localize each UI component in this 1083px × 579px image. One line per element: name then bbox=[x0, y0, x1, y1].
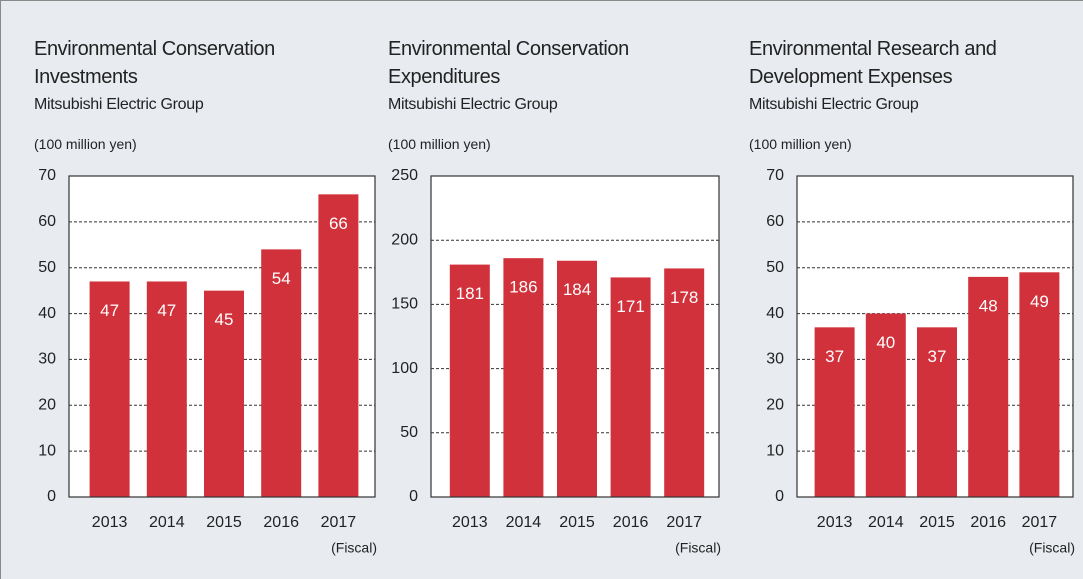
data-label: 171 bbox=[616, 297, 644, 316]
bar bbox=[865, 313, 906, 497]
x-tick-label: 2014 bbox=[868, 514, 904, 531]
y-tick-label: 150 bbox=[391, 296, 418, 313]
bar bbox=[318, 194, 359, 498]
y-tick-label: 70 bbox=[766, 167, 784, 184]
chart-title: Environmental Conservation Expenditures bbox=[388, 38, 629, 88]
y-tick-label: 60 bbox=[38, 213, 56, 230]
data-label: 54 bbox=[272, 269, 291, 288]
bar bbox=[814, 327, 855, 497]
chart-subtitle: Mitsubishi Electric Group bbox=[388, 96, 558, 113]
plot-border bbox=[796, 175, 1074, 498]
data-label: 47 bbox=[100, 301, 119, 320]
y-tick-label: 50 bbox=[38, 259, 56, 276]
x-annotation: (Fiscal) bbox=[1029, 540, 1075, 556]
y-axis-label: (100 million yen) bbox=[749, 136, 852, 152]
bar bbox=[917, 327, 957, 497]
data-label: 47 bbox=[157, 301, 176, 320]
bar bbox=[610, 277, 651, 497]
bar bbox=[146, 281, 187, 497]
bar bbox=[449, 264, 490, 497]
y-tick-label: 200 bbox=[391, 231, 418, 248]
bar bbox=[664, 268, 705, 497]
y-tick-label: 50 bbox=[766, 259, 784, 276]
x-annotation: (Fiscal) bbox=[675, 540, 721, 556]
y-tick-label: 100 bbox=[391, 360, 418, 377]
y-tick-label: 30 bbox=[38, 351, 56, 368]
x-tick-label: 2013 bbox=[817, 514, 853, 531]
x-tick-label: 2015 bbox=[559, 514, 595, 531]
y-tick-label: 40 bbox=[766, 305, 784, 322]
chart-subtitle: Mitsubishi Electric Group bbox=[34, 96, 204, 113]
data-label: 184 bbox=[563, 280, 591, 299]
y-tick-label: 20 bbox=[766, 397, 784, 414]
plot-border bbox=[430, 175, 720, 498]
x-tick-label: 2014 bbox=[149, 514, 185, 531]
bar bbox=[204, 290, 244, 497]
x-tick-label: 2017 bbox=[666, 514, 702, 531]
x-tick-label: 2016 bbox=[970, 514, 1006, 531]
x-tick-label: 2014 bbox=[506, 514, 542, 531]
data-label: 45 bbox=[215, 310, 234, 329]
x-tick-label: 2017 bbox=[1022, 514, 1058, 531]
y-tick-label: 20 bbox=[38, 397, 56, 414]
x-tick-label: 2016 bbox=[613, 514, 649, 531]
bar bbox=[89, 281, 130, 497]
x-annotation: (Fiscal) bbox=[331, 540, 377, 556]
x-tick-label: 2016 bbox=[263, 514, 299, 531]
y-tick-label: 60 bbox=[766, 213, 784, 230]
plot-border bbox=[68, 175, 376, 498]
chart-subtitle: Mitsubishi Electric Group bbox=[749, 96, 919, 113]
data-label: 37 bbox=[928, 347, 947, 366]
x-tick-label: 2013 bbox=[92, 514, 128, 531]
y-tick-label: 0 bbox=[409, 488, 418, 505]
bar bbox=[261, 249, 302, 497]
chart-title: Environmental Research and Development E… bbox=[749, 38, 997, 88]
data-label: 186 bbox=[509, 278, 537, 297]
y-tick-label: 10 bbox=[38, 442, 56, 459]
data-label: 48 bbox=[979, 296, 998, 315]
bar bbox=[557, 260, 597, 497]
y-tick-label: 250 bbox=[391, 167, 418, 184]
x-tick-label: 2015 bbox=[206, 514, 242, 531]
y-tick-label: 10 bbox=[766, 442, 784, 459]
y-tick-label: 30 bbox=[766, 351, 784, 368]
chart-title: Environmental Conservation Investments bbox=[34, 38, 275, 88]
y-axis-label: (100 million yen) bbox=[34, 136, 137, 152]
x-tick-label: 2017 bbox=[321, 514, 357, 531]
y-tick-label: 70 bbox=[38, 167, 56, 184]
data-label: 66 bbox=[329, 214, 348, 233]
data-label: 37 bbox=[825, 347, 844, 366]
y-tick-label: 0 bbox=[47, 488, 56, 505]
y-tick-label: 50 bbox=[400, 424, 418, 441]
bar bbox=[968, 276, 1009, 497]
x-tick-label: 2013 bbox=[452, 514, 488, 531]
y-tick-label: 40 bbox=[38, 305, 56, 322]
y-tick-label: 0 bbox=[775, 488, 784, 505]
x-tick-label: 2015 bbox=[919, 514, 955, 531]
y-axis-label: (100 million yen) bbox=[388, 136, 491, 152]
data-label: 181 bbox=[456, 284, 484, 303]
data-label: 40 bbox=[876, 333, 895, 352]
data-label: 49 bbox=[1030, 292, 1049, 311]
data-label: 178 bbox=[670, 288, 698, 307]
bar bbox=[503, 258, 544, 497]
bar bbox=[1019, 272, 1060, 497]
